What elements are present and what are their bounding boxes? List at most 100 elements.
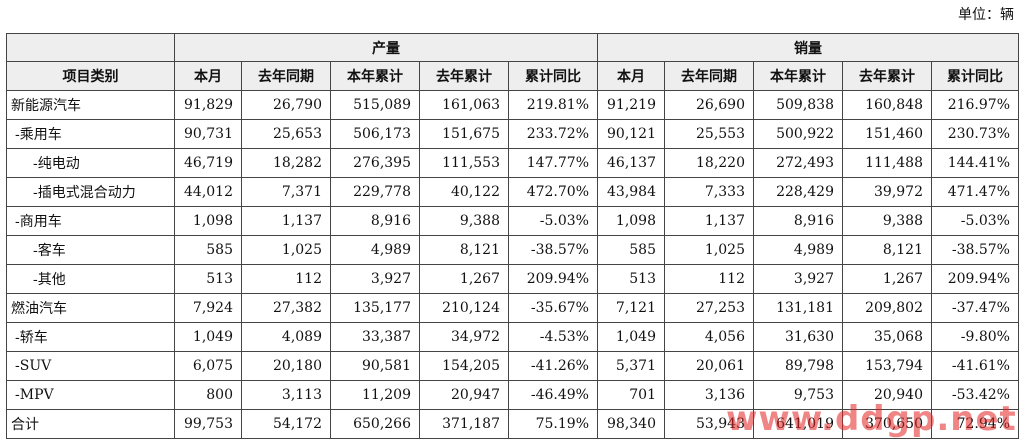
value-cell: -4.53%: [508, 322, 598, 352]
watermark-text: www.ddgp.net: [726, 399, 1017, 439]
value-cell: 91,219: [597, 90, 665, 120]
value-cell: 1,267: [842, 264, 932, 294]
value-cell: 216.97%: [931, 90, 1019, 120]
column-header: 本月: [174, 61, 242, 91]
value-cell: -46.49%: [508, 380, 598, 410]
value-cell: 26,690: [664, 90, 754, 120]
value-cell: 54,172: [241, 409, 331, 439]
value-cell: 1,049: [174, 322, 242, 352]
column-header: 项目类别: [6, 61, 175, 91]
value-cell: 8,121: [419, 235, 509, 265]
table-row: -其他 513 112 3,927 1,267 209.94% 513 112 3,927 1,2…: [6, 264, 1019, 294]
value-cell: 26,790: [241, 90, 331, 120]
table-row: -乘用车 90,731 25,653 506,173 151,675 233.72% 90,…: [6, 119, 1019, 149]
value-cell: 209,802: [842, 293, 932, 323]
table-body: 新能源汽车 91,829 26,790 515,089 161,063 219.81% 91…: [6, 90, 1019, 439]
table-row: -轿车 1,049 4,089 33,387 34,972 -4.53% 1,049 4,05…: [6, 322, 1019, 352]
value-cell: 3,927: [753, 264, 843, 294]
value-cell: 233.72%: [508, 119, 598, 149]
table-row: -纯电动 46,719 18,282 276,395 111,553 147.77% 46,…: [6, 148, 1019, 178]
column-header: 本年累计: [753, 61, 843, 91]
value-cell: 471.47%: [931, 177, 1019, 207]
value-cell: 131,181: [753, 293, 843, 323]
value-cell: 1,098: [597, 206, 665, 236]
value-cell: 99,753: [174, 409, 242, 439]
value-cell: 90,731: [174, 119, 242, 149]
value-cell: 111,553: [419, 148, 509, 178]
value-cell: 4,089: [241, 322, 331, 352]
value-cell: -37.47%: [931, 293, 1019, 323]
value-cell: 9,753: [753, 380, 843, 410]
value-cell: -5.03%: [931, 206, 1019, 236]
value-cell: -9.80%: [931, 322, 1019, 352]
value-cell: 500,922: [753, 119, 843, 149]
value-cell: 515,089: [330, 90, 420, 120]
value-cell: 4,056: [664, 322, 754, 352]
value-cell: -41.26%: [508, 351, 598, 381]
value-cell: 701: [597, 380, 665, 410]
table-row: 燃油汽车 7,924 27,382 135,177 210,124 -35.67% 7,12…: [6, 293, 1019, 323]
value-cell: 371,187: [419, 409, 509, 439]
value-cell: -35.67%: [508, 293, 598, 323]
value-cell: 1,025: [241, 235, 331, 265]
column-header-row: 项目类别 本月 去年同期 本年累计 去年累计 累计同比 本月 去年同期 本年累计 去年累计 累计同比: [6, 61, 1019, 91]
value-cell: 147.77%: [508, 148, 598, 178]
header-empty-cell: [6, 33, 175, 62]
value-cell: 7,371: [241, 177, 331, 207]
value-cell: 209.94%: [508, 264, 598, 294]
value-cell: 154,205: [419, 351, 509, 381]
value-cell: 9,388: [419, 206, 509, 236]
value-cell: 27,382: [241, 293, 331, 323]
category-cell: -MPV: [6, 380, 175, 410]
value-cell: 272,493: [753, 148, 843, 178]
table-row: 合计 99,753 54,172 650,266 371,187 75.19% 98,340…: [6, 409, 1019, 439]
value-cell: 210,124: [419, 293, 509, 323]
value-cell: 228,429: [753, 177, 843, 207]
value-cell: 31,630: [753, 322, 843, 352]
category-cell: -商用车: [6, 206, 175, 236]
value-cell: 40,122: [419, 177, 509, 207]
value-cell: 112: [241, 264, 331, 294]
value-cell: 509,838: [753, 90, 843, 120]
category-cell: 新能源汽车: [6, 90, 175, 120]
table-row: -MPV 800 3,113 11,209 20,947 -46.49% 701 3,136 9…: [6, 380, 1019, 410]
value-cell: 506,173: [330, 119, 420, 149]
column-header: 本年累计: [330, 61, 420, 91]
value-cell: 35,068: [842, 322, 932, 352]
value-cell: 513: [174, 264, 242, 294]
value-cell: 111,488: [842, 148, 932, 178]
value-cell: -38.57%: [508, 235, 598, 265]
sales-group-header: 销量: [597, 33, 1019, 62]
value-cell: 144.41%: [931, 148, 1019, 178]
value-cell: 230.73%: [931, 119, 1019, 149]
value-cell: 11,209: [330, 380, 420, 410]
value-cell: 20,940: [842, 380, 932, 410]
value-cell: 20,947: [419, 380, 509, 410]
value-cell: -53.42%: [931, 380, 1019, 410]
column-header: 去年累计: [419, 61, 509, 91]
table-row: -商用车 1,098 1,137 8,916 9,388 -5.03% 1,098 1,137…: [6, 206, 1019, 236]
value-cell: 46,137: [597, 148, 665, 178]
value-cell: 641,019: [753, 409, 843, 439]
value-cell: 43,984: [597, 177, 665, 207]
value-cell: 44,012: [174, 177, 242, 207]
value-cell: 3,113: [241, 380, 331, 410]
value-cell: 219.81%: [508, 90, 598, 120]
column-header: 累计同比: [508, 61, 598, 91]
value-cell: 1,049: [597, 322, 665, 352]
value-cell: 1,137: [664, 206, 754, 236]
value-cell: 151,675: [419, 119, 509, 149]
value-cell: 650,266: [330, 409, 420, 439]
value-cell: 89,798: [753, 351, 843, 381]
unit-label: 单位：辆: [958, 7, 1014, 23]
category-cell: 合计: [6, 409, 175, 439]
table-row: -SUV 6,075 20,180 90,581 154,205 -41.26% 5,371…: [6, 351, 1019, 381]
value-cell: 75.19%: [508, 409, 598, 439]
value-cell: 1,137: [241, 206, 331, 236]
category-cell: 燃油汽车: [6, 293, 175, 323]
category-cell: -轿车: [6, 322, 175, 352]
value-cell: 46,719: [174, 148, 242, 178]
column-header: 本月: [597, 61, 665, 91]
value-cell: 153,794: [842, 351, 932, 381]
value-cell: 112: [664, 264, 754, 294]
